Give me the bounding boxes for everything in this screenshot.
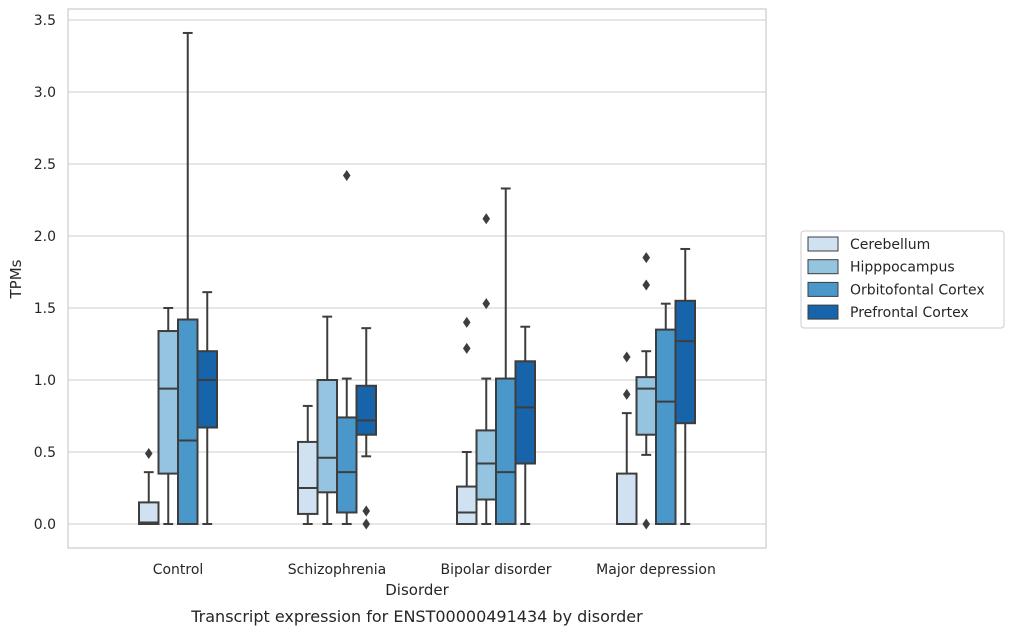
outlier-point — [362, 505, 371, 517]
box-iqr — [635, 376, 657, 436]
box-group — [475, 213, 497, 525]
box-plots — [138, 31, 696, 530]
box-iqr — [316, 379, 338, 494]
outlier-point — [642, 518, 651, 530]
box-iqr — [495, 377, 517, 525]
y-tick-label: 0.5 — [34, 445, 56, 461]
box-iqr — [196, 350, 218, 429]
legend-frame — [800, 230, 1005, 329]
box-iqr — [336, 416, 358, 514]
x-tick-label: Schizophrenia — [288, 562, 386, 578]
legend: Cerebellum Hipppocampus Orbitofontal Corte… — [800, 230, 1005, 329]
legend-swatch — [807, 304, 839, 320]
box-iqr — [456, 485, 478, 525]
box-group — [655, 302, 677, 525]
box-iqr — [655, 328, 677, 525]
legend-label: Orbitofontal Cortex — [850, 282, 985, 298]
box-group — [456, 316, 478, 525]
box-group — [355, 327, 377, 530]
box-iqr — [138, 501, 160, 525]
box-group — [616, 351, 638, 526]
y-axis-ticks: 0.0 0.5 1.0 1.5 2.0 2.5 3.0 3.5 — [34, 13, 56, 533]
box-group — [297, 404, 319, 525]
legend-label: Cerebellum — [850, 237, 930, 253]
plot-frame — [67, 8, 767, 549]
x-axis-ticks: Control Schizophrenia Bipolar disorder Majo… — [153, 562, 716, 578]
box-iqr — [616, 472, 638, 526]
box-iqr — [475, 429, 497, 501]
legend-swatch — [807, 281, 839, 297]
box-iqr — [297, 440, 319, 515]
outlier-point — [622, 351, 631, 363]
box-group — [674, 247, 696, 525]
box-group — [196, 291, 218, 525]
outlier-point — [622, 388, 631, 400]
outlier-point — [642, 279, 651, 291]
outlier-point — [642, 252, 651, 264]
box-group — [138, 447, 160, 525]
legend-label: Hipppocampus — [850, 260, 955, 276]
legend-swatch — [807, 259, 839, 275]
box-group — [495, 187, 517, 525]
legend-label: Prefrontal Cortex — [850, 305, 969, 321]
y-axis-label: TPMs — [7, 259, 25, 299]
box-iqr — [177, 318, 199, 525]
y-tick-label: 3.0 — [34, 85, 56, 101]
legend-swatch — [807, 236, 839, 252]
outlier-point — [482, 213, 491, 225]
box-iqr — [157, 330, 179, 475]
box-group — [336, 170, 358, 525]
y-tick-label: 1.0 — [34, 373, 56, 389]
box-iqr — [674, 299, 696, 425]
chart-caption: Transcript expression for ENST0000049143… — [190, 607, 643, 626]
x-axis-label: Disorder — [385, 581, 449, 599]
y-tick-label: 1.5 — [34, 301, 56, 317]
y-tick-label: 2.0 — [34, 229, 56, 245]
outlier-point — [462, 342, 471, 354]
y-tick-label: 2.5 — [34, 157, 56, 173]
box-iqr — [514, 360, 536, 465]
x-tick-label: Major depression — [596, 562, 716, 578]
outlier-point — [342, 170, 351, 182]
x-tick-label: Bipolar disorder — [440, 562, 551, 578]
y-tick-label: 0.0 — [34, 517, 56, 533]
box-group — [514, 325, 536, 525]
box-iqr — [355, 384, 377, 436]
box-group — [177, 31, 199, 525]
x-tick-label: Control — [153, 562, 204, 578]
outlier-point — [362, 518, 371, 530]
outlier-point — [144, 447, 153, 459]
outlier-point — [482, 298, 491, 310]
outlier-point — [462, 316, 471, 328]
y-tick-label: 3.5 — [34, 13, 56, 29]
